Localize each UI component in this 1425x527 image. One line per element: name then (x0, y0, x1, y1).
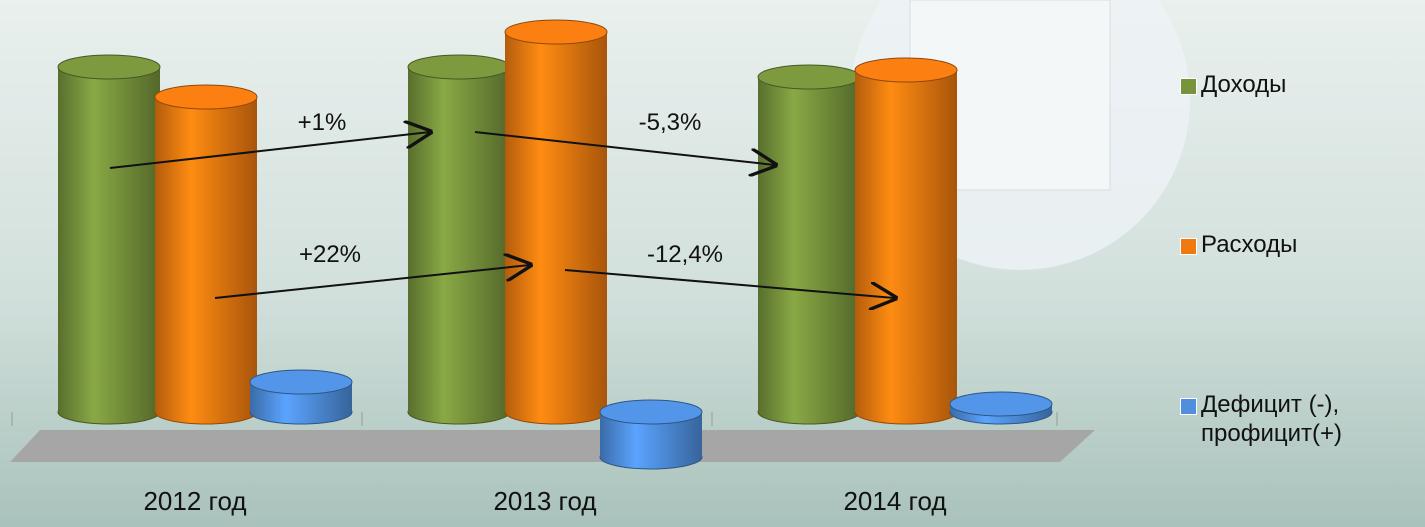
legend-item: Расходы (1180, 230, 1421, 259)
bar (155, 85, 257, 424)
bar-top (758, 65, 860, 89)
bar-top (408, 55, 510, 79)
legend-label: Расходы (1201, 230, 1421, 259)
annotation: +1% (298, 109, 347, 136)
bar-body (58, 67, 160, 412)
x-tick-label: 2013 год (493, 486, 596, 516)
bar-top (155, 85, 257, 109)
bar (600, 400, 702, 469)
bar-top (505, 20, 607, 44)
legend-label: Дефицит (-), профицит(+) (1201, 390, 1421, 448)
bar-top (58, 55, 160, 79)
bar-body (155, 97, 257, 412)
bar (408, 55, 510, 424)
bar-top (250, 370, 352, 394)
bar-body (505, 32, 607, 412)
bar-body (758, 77, 860, 412)
bar-top (950, 392, 1052, 416)
bar-top (600, 400, 702, 424)
x-tick-label: 2014 год (843, 486, 946, 516)
bar (950, 392, 1052, 424)
bar (58, 55, 160, 424)
legend-swatch (1180, 238, 1197, 255)
bar (855, 58, 957, 424)
annotation: +22% (299, 241, 361, 268)
annotation: -5,3% (639, 109, 702, 136)
bar (505, 20, 607, 424)
legend-swatch (1180, 398, 1197, 415)
legend-item: Дефицит (-), профицит(+) (1180, 390, 1421, 448)
legend-label: Доходы (1201, 70, 1421, 99)
bar (758, 65, 860, 424)
chart: +1% -5,3% +22% -12,4% 2012 год 2013 год 20… (0, 0, 1425, 527)
legend-swatch (1180, 78, 1197, 95)
bar-body (408, 67, 510, 412)
bar-top (855, 58, 957, 82)
annotation: -12,4% (647, 241, 723, 268)
bars (58, 20, 1052, 469)
x-tick-label: 2012 год (143, 486, 246, 516)
bar (250, 370, 352, 424)
legend-item: Доходы (1180, 70, 1421, 99)
bar-body (855, 70, 957, 412)
floor (10, 430, 1095, 462)
